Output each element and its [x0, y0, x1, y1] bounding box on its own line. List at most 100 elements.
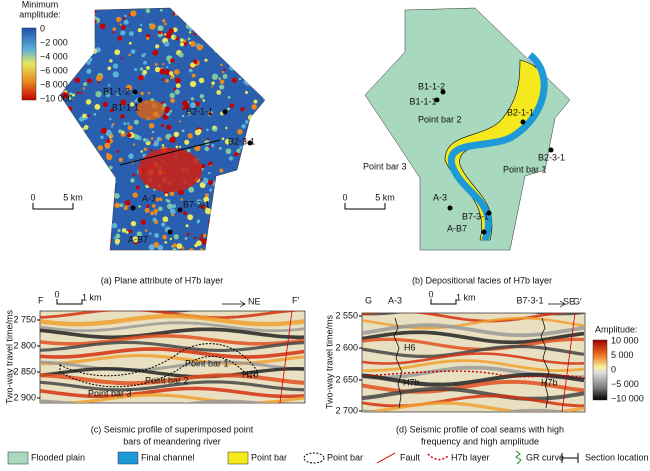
- speck: [183, 39, 187, 43]
- speck: [148, 244, 155, 250]
- speck: [201, 178, 204, 181]
- well: [137, 97, 143, 103]
- speck: [236, 148, 241, 153]
- speck: [110, 125, 114, 128]
- speck: [231, 45, 238, 52]
- speck: [167, 199, 171, 203]
- speck: [246, 146, 249, 149]
- speck: [112, 122, 115, 126]
- well: [177, 207, 183, 213]
- speck: [258, 192, 261, 195]
- speck: [216, 90, 222, 95]
- speck: [129, 102, 135, 107]
- speck: [152, 141, 155, 144]
- speck: [153, 241, 160, 248]
- speck: [266, 9, 269, 12]
- label: 0: [40, 23, 45, 33]
- speck: [235, 223, 242, 229]
- speck: [114, 181, 117, 184]
- speck: [256, 86, 262, 92]
- speck: [187, 111, 192, 116]
- speck: [262, 216, 265, 219]
- speck: [175, 77, 181, 84]
- speck: [60, 152, 64, 158]
- speck: [112, 31, 115, 34]
- speck: [116, 150, 120, 153]
- speck: [243, 155, 247, 159]
- speck: [258, 37, 262, 41]
- speck: [164, 33, 167, 36]
- well: [520, 119, 526, 125]
- speck: [201, 163, 206, 168]
- label: (b) Depositional facies of H7b layer: [412, 275, 552, 285]
- speck: [113, 192, 120, 199]
- speck: [202, 233, 207, 238]
- speck: [142, 137, 147, 142]
- speck: [60, 143, 64, 148]
- speck: [127, 122, 130, 125]
- speck: [241, 207, 246, 212]
- speck: [93, 112, 97, 116]
- speck: [60, 13, 65, 18]
- speck: [199, 94, 205, 99]
- speck: [130, 221, 137, 227]
- speck: [157, 244, 164, 250]
- speck: [206, 128, 209, 132]
- speck: [152, 140, 159, 147]
- speck: [223, 68, 226, 72]
- reflector: [40, 380, 305, 392]
- speck: [119, 203, 124, 208]
- well: [222, 109, 228, 115]
- speck: [89, 221, 93, 225]
- speck: [91, 42, 96, 47]
- speck: [196, 199, 202, 205]
- label: B7-3-1: [462, 211, 489, 221]
- speck: [264, 187, 265, 194]
- speck: [133, 134, 140, 140]
- reflector: [40, 386, 305, 399]
- speck: [264, 8, 265, 11]
- label: 2 700: [335, 405, 358, 415]
- map-area: [364, 7, 571, 251]
- reflector: [40, 327, 304, 340]
- speck: [264, 107, 265, 114]
- speck: [106, 153, 113, 161]
- label: B1-1-1: [409, 96, 436, 106]
- speck: [120, 99, 127, 106]
- speck: [63, 228, 70, 235]
- speck: [188, 248, 195, 250]
- speck: [222, 73, 228, 79]
- speck: [128, 153, 134, 160]
- speck: [263, 247, 265, 250]
- speck: [134, 67, 138, 71]
- speck: [204, 146, 210, 152]
- label: 0: [30, 192, 35, 202]
- speck: [257, 62, 262, 67]
- speck: [92, 19, 97, 24]
- speck: [211, 73, 219, 80]
- speck: [97, 74, 103, 80]
- speck: [232, 173, 238, 179]
- speck: [132, 143, 136, 146]
- section-line: [119, 139, 221, 166]
- label: Point bar 2: [418, 114, 462, 124]
- speck: [170, 58, 175, 63]
- speck: [137, 28, 142, 33]
- speck: [202, 99, 206, 102]
- speck: [123, 206, 128, 211]
- speck: [198, 77, 205, 84]
- speck: [169, 136, 176, 143]
- speck: [152, 217, 157, 222]
- speck: [130, 10, 137, 17]
- speck: [111, 222, 118, 229]
- speck: [104, 142, 111, 149]
- speck: [256, 224, 262, 230]
- speck: [97, 199, 100, 202]
- speck: [176, 243, 183, 250]
- swatch: [117, 451, 139, 465]
- speck: [186, 232, 190, 236]
- speck: [206, 237, 213, 244]
- speck: [161, 222, 166, 227]
- speck: [188, 68, 193, 73]
- speck: [219, 168, 224, 173]
